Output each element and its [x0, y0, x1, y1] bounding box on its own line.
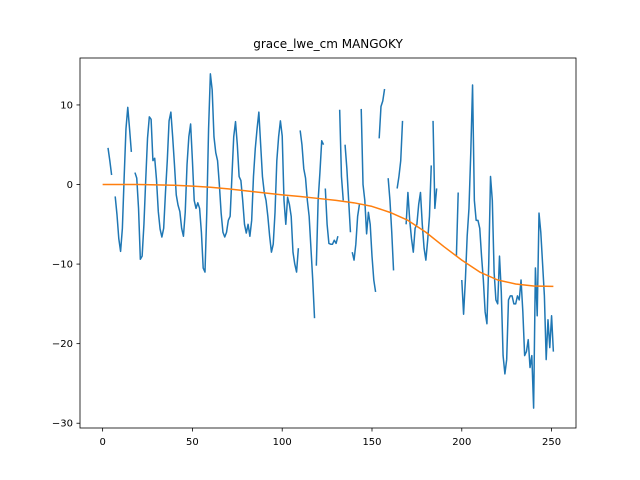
y-axis: −30 −20 −10 0 10	[52, 100, 80, 430]
series-0-line-segment-8	[351, 204, 361, 261]
y-tick-label: −10	[52, 260, 73, 271]
series-0-line-segment-12	[396, 120, 404, 189]
y-tick-label: −30	[52, 419, 73, 430]
x-tick-label: 150	[362, 437, 381, 448]
series-0	[107, 73, 555, 409]
series-1	[102, 183, 554, 288]
y-tick-label: 10	[60, 100, 73, 111]
series-0-line-segment-7	[344, 144, 352, 233]
plot-area	[79, 57, 577, 429]
series-0-line-segment-13	[405, 165, 433, 261]
x-tick-label: 0	[99, 437, 105, 448]
series-layer	[102, 73, 555, 409]
x-tick-label: 250	[542, 437, 561, 448]
y-tick-label: 0	[67, 180, 73, 191]
series-0-line-segment-10	[378, 88, 386, 139]
chart-title: grace_lwe_cm MANGOKY	[253, 37, 403, 51]
series-0-line-segment-3	[299, 130, 316, 319]
series-0-line-segment-15	[455, 192, 459, 257]
series-0-line-segment-6	[338, 109, 345, 201]
x-tick-label: 100	[273, 437, 292, 448]
x-tick-label: 200	[452, 437, 471, 448]
x-axis: 0 50 100 150 200 250	[99, 428, 561, 448]
series-0-line-segment-4	[315, 140, 325, 266]
series-0-line-segment-14	[432, 120, 438, 210]
series-0-line-segment-0	[107, 147, 113, 176]
series-0-line-segment-1	[114, 106, 133, 253]
series-0-line-segment-2	[134, 73, 300, 273]
series-0-line-segment-9	[360, 108, 377, 293]
y-tick-label: −20	[52, 339, 73, 350]
series-0-line-segment-11	[387, 178, 395, 271]
x-tick-label: 50	[186, 437, 199, 448]
axes-background	[80, 58, 576, 428]
series-1-line-segment-0	[102, 183, 554, 288]
axes-frame	[79, 57, 577, 429]
series-0-line-segment-5	[324, 188, 339, 245]
series-0-line-segment-16	[461, 84, 555, 409]
